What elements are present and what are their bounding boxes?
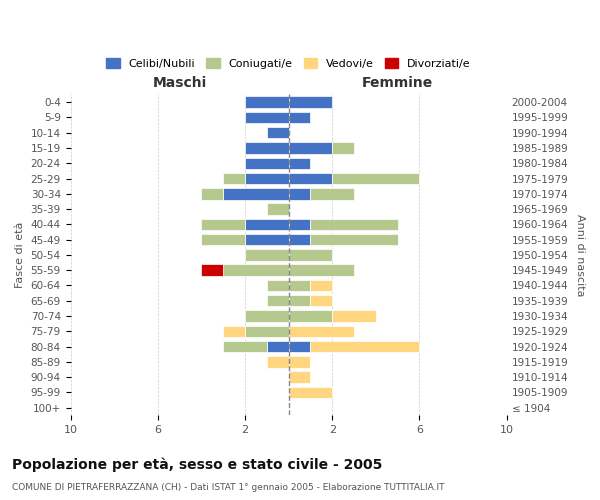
Bar (289, 295, 310, 306)
Bar (202, 188, 223, 200)
Bar (245, 173, 289, 184)
Y-axis label: Anni di nascita: Anni di nascita (575, 214, 585, 296)
Y-axis label: Fasce di età: Fasce di età (15, 222, 25, 288)
Bar (289, 356, 310, 368)
Bar (289, 341, 310, 352)
Bar (202, 234, 245, 245)
Bar (332, 310, 376, 322)
Bar (310, 188, 354, 200)
Bar (310, 218, 398, 230)
Bar (223, 188, 289, 200)
Bar (223, 173, 245, 184)
Bar (202, 218, 245, 230)
Text: Popolazione per età, sesso e stato civile - 2005: Popolazione per età, sesso e stato civil… (12, 458, 382, 472)
Bar (332, 142, 354, 154)
Bar (289, 249, 332, 260)
Bar (289, 218, 310, 230)
Bar (289, 326, 354, 337)
Text: Femmine: Femmine (362, 76, 433, 90)
Bar (223, 326, 245, 337)
Bar (289, 96, 332, 108)
Bar (289, 310, 332, 322)
Bar (267, 280, 289, 291)
Text: Maschi: Maschi (152, 76, 207, 90)
Bar (245, 142, 289, 154)
Bar (289, 386, 332, 398)
Bar (289, 142, 332, 154)
Bar (245, 112, 289, 123)
Bar (267, 204, 289, 215)
Bar (245, 158, 289, 169)
Bar (245, 249, 289, 260)
Bar (267, 127, 289, 138)
Bar (245, 218, 289, 230)
Bar (267, 295, 289, 306)
Bar (289, 372, 310, 383)
Bar (289, 112, 310, 123)
Bar (289, 158, 310, 169)
Bar (332, 173, 419, 184)
Bar (289, 280, 310, 291)
Bar (223, 264, 289, 276)
Bar (289, 173, 332, 184)
Bar (310, 295, 332, 306)
Bar (245, 326, 289, 337)
Bar (245, 96, 289, 108)
Legend: Celibi/Nubili, Coniugati/e, Vedovi/e, Divorziati/e: Celibi/Nubili, Coniugati/e, Vedovi/e, Di… (106, 58, 471, 69)
Bar (310, 280, 332, 291)
Bar (310, 234, 398, 245)
Bar (267, 341, 289, 352)
Bar (245, 234, 289, 245)
Bar (289, 188, 310, 200)
Bar (267, 356, 289, 368)
Bar (223, 341, 267, 352)
Bar (310, 341, 419, 352)
Text: COMUNE DI PIETRAFERRAZZANA (CH) - Dati ISTAT 1° gennaio 2005 - Elaborazione TUTT: COMUNE DI PIETRAFERRAZZANA (CH) - Dati I… (12, 482, 445, 492)
Bar (245, 310, 289, 322)
Bar (289, 234, 310, 245)
Bar (202, 264, 223, 276)
Bar (289, 264, 354, 276)
